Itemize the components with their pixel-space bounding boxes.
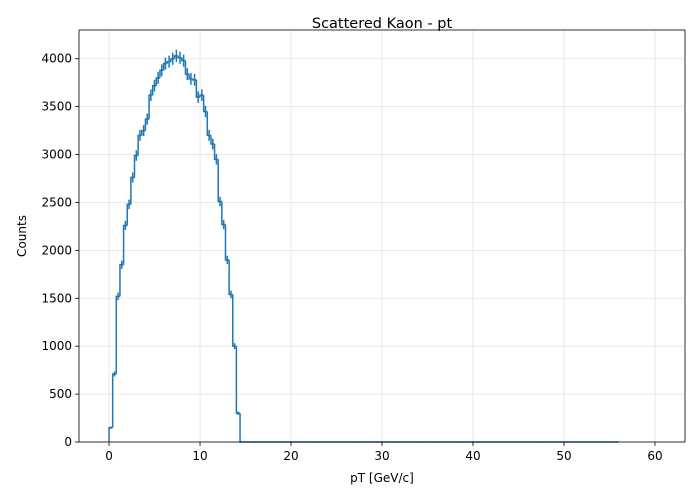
histogram-bin bbox=[119, 263, 124, 297]
y-tick-label: 500 bbox=[49, 387, 72, 401]
histogram-bin bbox=[239, 413, 244, 443]
y-tick-label: 0 bbox=[64, 435, 72, 449]
chart-title: Scattered Kaon - pt bbox=[312, 16, 453, 32]
y-tick-label: 2500 bbox=[41, 195, 72, 209]
y-tick-label: 3000 bbox=[41, 148, 72, 162]
y-tick-label: 4000 bbox=[41, 52, 72, 66]
x-tick-label: 40 bbox=[465, 449, 480, 463]
histogram-bars bbox=[108, 49, 619, 443]
histogram-bin bbox=[217, 159, 222, 203]
x-tick-label: 50 bbox=[556, 449, 571, 463]
x-tick-label: 60 bbox=[647, 449, 662, 463]
y-tick-label: 3500 bbox=[41, 100, 72, 114]
histogram-bin bbox=[224, 224, 230, 261]
histogram-bin bbox=[235, 346, 241, 415]
histogram-bin bbox=[228, 259, 233, 296]
y-tick-label: 2000 bbox=[41, 243, 72, 257]
histogram-bin bbox=[115, 295, 120, 374]
x-tick-label: 0 bbox=[105, 449, 113, 463]
x-tick-label: 20 bbox=[283, 449, 298, 463]
x-tick-label: 30 bbox=[374, 449, 389, 463]
x-tick-label: 10 bbox=[192, 449, 207, 463]
histogram-bin bbox=[122, 224, 128, 265]
y-axis-label: Counts bbox=[15, 215, 29, 257]
histogram-bin bbox=[111, 373, 117, 428]
x-axis-label: pT [GeV/c] bbox=[350, 471, 414, 485]
y-axis-ticks: 0 500 1000 1500 2000 2500 3000 3500 4000 bbox=[41, 52, 79, 449]
x-axis-ticks: 0 10 20 30 40 50 60 bbox=[105, 442, 663, 463]
histogram-bin bbox=[108, 426, 113, 442]
y-tick-label: 1000 bbox=[41, 339, 72, 353]
histogram-bin bbox=[232, 294, 237, 347]
grid-lines bbox=[79, 30, 685, 443]
y-tick-label: 1500 bbox=[41, 291, 72, 305]
